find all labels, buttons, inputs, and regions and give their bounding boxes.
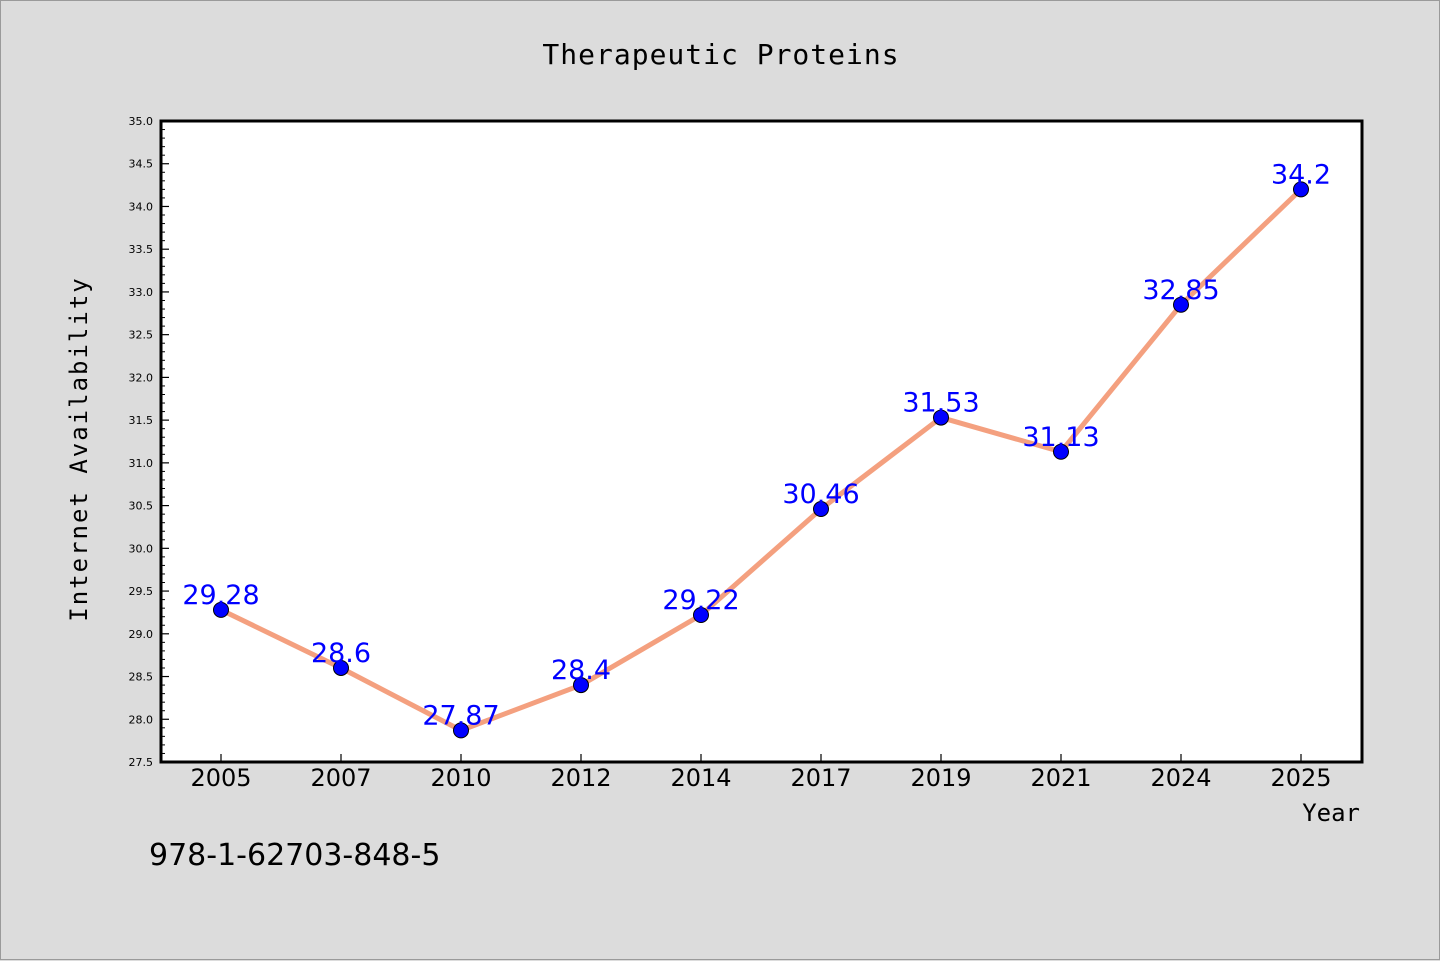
- y-tick-label: 33.0: [129, 286, 154, 299]
- data-label: 29.28: [182, 580, 259, 611]
- data-label: 28.4: [551, 655, 611, 686]
- x-tick-label: 2007: [310, 764, 371, 792]
- y-tick-label: 35.0: [129, 115, 154, 128]
- x-tick-label: 2019: [910, 764, 971, 792]
- y-axis-label: Internet Availability: [65, 276, 93, 621]
- data-label: 28.6: [311, 638, 371, 669]
- data-point: [573, 677, 589, 694]
- data-point: [1053, 443, 1069, 460]
- data-point: [1173, 296, 1189, 313]
- x-tick-label: 2024: [1150, 764, 1211, 792]
- data-point: [213, 601, 229, 618]
- data-point: [453, 722, 469, 739]
- x-tick-label: 2012: [550, 764, 611, 792]
- y-tick-label: 28.5: [129, 671, 154, 684]
- data-point: [933, 409, 949, 426]
- y-axis: 27.5 28.0 28.5 29.0 29.5 30.0 30.5 31.0 31.5 32.0…: [129, 115, 169, 769]
- y-tick-label: 31.0: [129, 457, 154, 470]
- chart-title: Therapeutic Proteins: [542, 38, 899, 71]
- series-markers: [213, 181, 1309, 739]
- y-tick-label: 32.0: [129, 371, 154, 384]
- x-tick-label: 2014: [670, 764, 731, 792]
- data-label: 31.13: [1022, 422, 1099, 453]
- x-axis: 2005 2007 2010 2012 2014 2017 2019 2021 2024 2025: [190, 754, 1332, 792]
- y-tick-label: 27.5: [129, 756, 154, 769]
- y-tick-label: 32.5: [129, 329, 154, 342]
- y-tick-label: 28.0: [129, 713, 154, 726]
- x-tick-label: 2017: [790, 764, 851, 792]
- x-tick-label: 2005: [190, 764, 251, 792]
- data-label: 31.53: [902, 388, 979, 419]
- data-label: 27.87: [422, 700, 499, 731]
- data-label: 30.46: [782, 479, 859, 510]
- x-tick-label: 2021: [1030, 764, 1091, 792]
- x-tick-label: 2025: [1270, 764, 1331, 792]
- y-tick-label: 34.5: [129, 158, 154, 171]
- series-line: [219, 187, 1303, 733]
- data-label: 32.85: [1142, 275, 1219, 306]
- y-tick-label: 34.0: [129, 200, 154, 213]
- y-tick-label: 29.5: [129, 585, 154, 598]
- y-tick-label: 29.0: [129, 628, 154, 641]
- plot-area: [159, 119, 1364, 764]
- y-tick-label: 30.0: [129, 542, 154, 555]
- x-tick-label: 2010: [430, 764, 491, 792]
- x-axis-label: Year: [1302, 799, 1360, 827]
- data-point: [333, 659, 349, 676]
- data-point: [1293, 181, 1309, 198]
- isbn-footnote: 978-1-62703-848-5: [149, 838, 440, 873]
- data-point: [813, 501, 829, 518]
- data-labels: 29.28 28.6 27.87 28.4 29.22 30.46 31.53 31.13 32…: [182, 159, 1331, 731]
- data-point: [693, 606, 709, 623]
- y-tick-label: 33.5: [129, 243, 154, 256]
- data-label: 34.2: [1271, 159, 1331, 190]
- y-tick-label: 31.5: [129, 414, 154, 427]
- data-label: 29.22: [662, 585, 739, 616]
- y-tick-label: 30.5: [129, 500, 154, 513]
